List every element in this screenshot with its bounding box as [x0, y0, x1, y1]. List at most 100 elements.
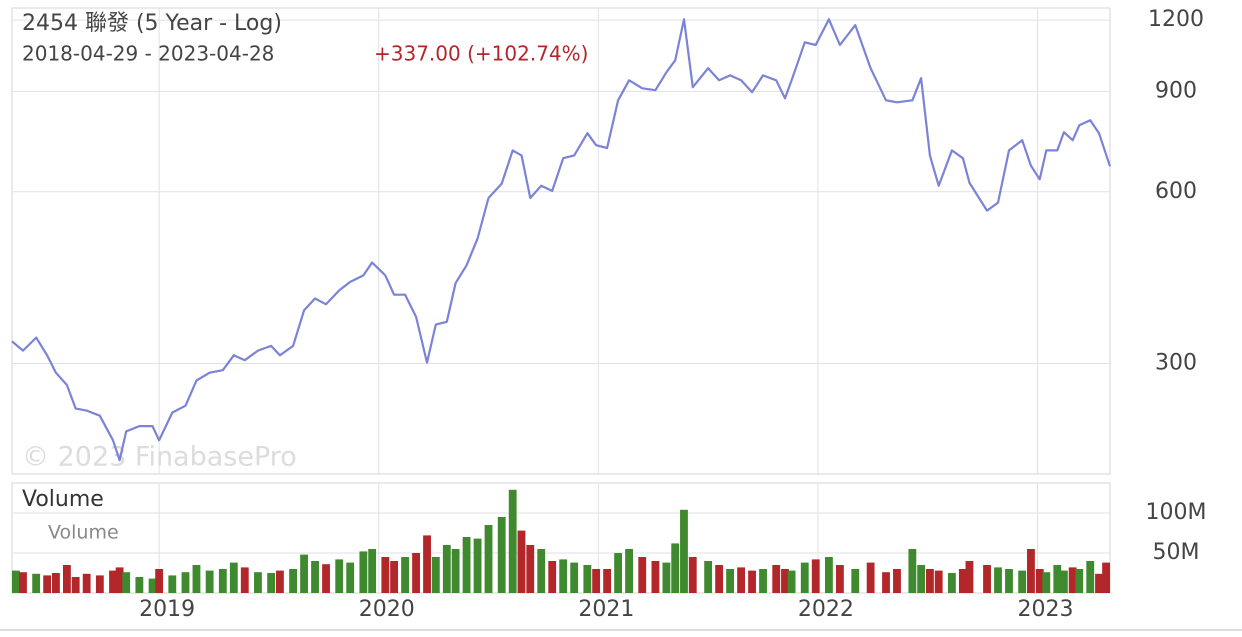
volume-bar	[994, 567, 1002, 593]
volume-bar	[934, 570, 943, 593]
volume-bar	[205, 570, 214, 593]
volume-bar	[1053, 565, 1062, 593]
volume-bar	[1035, 569, 1044, 593]
volume-bar	[254, 572, 262, 593]
volume-bar	[300, 554, 308, 593]
volume-bar	[43, 575, 52, 593]
volume-bar	[368, 549, 377, 593]
volume-bar	[229, 562, 238, 593]
volume-bar	[240, 567, 249, 593]
volume-bar	[882, 572, 890, 593]
change-label: +337.00 (+102.74%)	[374, 42, 588, 66]
volume-bar	[122, 572, 131, 593]
volume-bar	[462, 537, 471, 593]
volume-bar	[726, 569, 735, 593]
volume-title: Volume	[22, 487, 104, 512]
volume-bar	[625, 549, 633, 593]
volume-bar	[484, 525, 493, 593]
volume-bar	[497, 517, 506, 593]
volume-bar	[671, 543, 680, 593]
volume-bar	[473, 538, 482, 593]
volume-bar	[12, 570, 20, 593]
volume-bar	[614, 553, 623, 593]
volume-bar	[19, 572, 27, 593]
volume-bar	[267, 573, 276, 593]
volume-bar	[638, 557, 647, 593]
x-tick-label: 2023	[1018, 597, 1074, 622]
legend-entry: Volume	[48, 522, 119, 544]
volume-bar	[866, 562, 875, 593]
volume-bar	[559, 559, 568, 593]
volume-bar	[289, 569, 298, 593]
volume-bar	[32, 573, 41, 593]
y-tick-label: 1200	[1148, 7, 1204, 32]
volume-bar	[651, 561, 660, 593]
volume-bar	[781, 569, 789, 593]
volume-bar	[311, 561, 319, 593]
volume-bar	[851, 569, 860, 593]
marks	[11, 18, 1112, 593]
volume-bar	[181, 572, 190, 593]
volume-bar	[570, 562, 579, 593]
volume-bar	[603, 569, 612, 593]
volume-bar	[715, 565, 724, 593]
volume-bar	[1068, 567, 1077, 593]
volume-bar	[168, 575, 177, 593]
volume-bar	[759, 569, 767, 593]
volume-bar	[983, 565, 991, 593]
volume-bar	[95, 575, 104, 593]
x-tick-label: 2022	[798, 597, 854, 622]
volume-bar	[926, 569, 934, 593]
volume-bar	[517, 530, 526, 593]
volume-bar	[401, 557, 409, 593]
volume-bar	[800, 562, 809, 593]
y-tick-label: 600	[1155, 179, 1197, 204]
chart-title: 2454 聯發 (5 Year - Log)	[22, 11, 282, 36]
y-tick-label: 50M	[1153, 540, 1200, 565]
volume-bar	[1027, 549, 1035, 593]
volume-bar	[71, 577, 80, 593]
volume-bar	[109, 570, 117, 593]
volume-bar	[1059, 570, 1068, 593]
volume-bar	[824, 557, 833, 593]
volume-bar	[412, 553, 420, 593]
volume-bar	[148, 578, 157, 593]
volume-bar	[322, 564, 330, 593]
volume-bar	[548, 561, 557, 593]
volume-bar	[1095, 573, 1103, 593]
volume-bar	[52, 573, 60, 593]
volume-bar	[192, 565, 201, 593]
volume-bar	[526, 545, 535, 593]
volume-bar	[508, 489, 517, 593]
volume-bar	[451, 549, 460, 593]
volume-bar	[275, 570, 284, 593]
volume-bar	[442, 545, 451, 593]
volume-bar	[1042, 572, 1051, 593]
volume-bar	[423, 535, 431, 593]
volume-bar	[537, 549, 546, 593]
volume-bar	[115, 567, 124, 593]
volume-bar	[592, 569, 601, 593]
volume-bar	[346, 562, 355, 593]
volume-bar	[787, 570, 796, 593]
volume-bar	[359, 551, 368, 593]
volume-bar	[1018, 570, 1027, 593]
x-tick-label: 2020	[359, 597, 415, 622]
volume-bar	[1075, 569, 1084, 593]
volume-bar	[390, 561, 399, 593]
volume-bar	[135, 577, 144, 593]
chart-subtitle: 2018-04-29 - 2023-04-28	[22, 42, 274, 66]
watermark: © 2023 FinabasePro	[22, 442, 297, 473]
volume-bar	[1102, 562, 1110, 593]
volume-bar	[583, 565, 592, 593]
volume-bar	[908, 549, 917, 593]
volume-bar	[1005, 569, 1013, 593]
volume-bar	[218, 569, 227, 593]
volume-bar	[965, 561, 974, 593]
volume-bar	[688, 557, 697, 593]
grid	[12, 8, 1110, 593]
y-tick-label: 900	[1155, 78, 1197, 103]
volume-bar	[917, 565, 926, 593]
volume-bar	[431, 557, 440, 593]
